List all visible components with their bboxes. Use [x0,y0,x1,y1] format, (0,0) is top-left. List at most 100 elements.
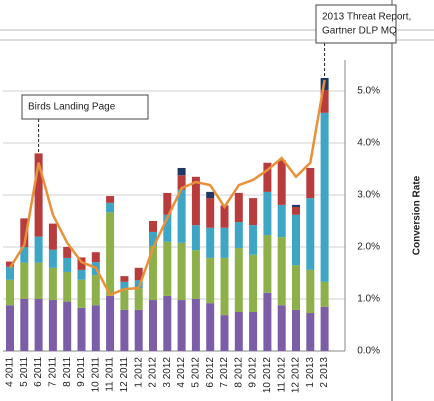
bar-segment [277,204,286,238]
x-tick-label: 5 2012 [191,357,202,388]
bar-segment [120,281,129,291]
x-tick-label: 12 2011 [119,357,130,393]
bar-segment [20,299,29,351]
x-tick-label: 10 2012 [262,357,273,394]
bar-segment [149,231,157,246]
bar-segment [191,176,200,226]
x-tick-label: 10 2011 [90,357,101,393]
bar-segment [91,275,100,306]
bar-segment [249,225,258,255]
bar-segment [220,227,229,258]
bar-segment [91,305,100,351]
bar-segment [320,306,329,351]
bar-segment [263,235,272,293]
x-tick-label: 4 2012 [176,357,187,388]
bar-segment [177,300,186,351]
x-tick-label: 1 2012 [133,357,144,388]
bar-segment [6,305,14,351]
bar-segment [306,198,315,270]
bar-segment [77,279,86,308]
x-tick-label: 9 2011 [76,357,87,387]
bar-segment [48,249,57,268]
bar-segment [106,212,115,296]
bar-segment [6,266,14,280]
bar-segment [149,245,157,301]
bar-segment [63,301,72,351]
y-tick-label: 4.0% [357,138,380,149]
bar-segment [77,257,86,270]
bar-segment [292,204,300,207]
annotation-box [315,4,397,44]
bar-segment [292,309,300,351]
bar-segment [249,312,258,351]
bar-segment [306,313,315,351]
bar-segment [263,191,272,236]
bar-segment [48,223,57,250]
bar-segment [149,221,157,232]
bar-segment [6,261,14,267]
bar-segment [249,254,258,312]
bar-segment [177,189,186,243]
bar-segment [106,196,115,203]
x-tick-label: 8 2011 [62,357,73,387]
y-tick-label: 0.0% [357,346,380,357]
bar-segment [34,262,43,299]
bar-segment [191,299,200,351]
bar-segment [34,153,43,237]
bar-segment [163,214,172,242]
bar-segment [149,300,157,351]
bar-segment [20,262,29,299]
x-tick-label: 7 2011 [48,357,59,387]
x-tick-label: 9 2012 [248,357,259,388]
bar-segment [320,112,329,282]
x-tick-label: 2 2012 [148,357,159,388]
bar-segment [306,167,315,199]
y-tick-label: 2.0% [357,242,380,253]
bar-segment [220,205,229,228]
bar-segment [234,192,243,223]
bar-segment [77,307,86,351]
x-tick-label: 6 2012 [205,357,216,388]
bar-segment [163,192,172,215]
bar-segment [220,315,229,351]
x-tick-label: 2 2013 [319,357,330,388]
bar-segment [292,206,300,215]
y-axis-label: Conversion Rate [412,175,423,255]
bar-segment [206,198,215,228]
bar-segment [48,300,57,351]
bar-segment [134,280,143,289]
bar-segment [20,247,29,263]
bar-segment [134,309,143,351]
bar-segment [206,227,215,258]
bar-segment [191,225,200,251]
bar-segment [292,214,300,266]
bar-segment [120,309,129,351]
bar-segment [234,312,243,351]
y-tick-label: 3.0% [357,190,380,201]
x-tick-label: 4 2011 [5,357,16,387]
bar-segment [292,265,300,310]
bar-segment [249,198,258,226]
bar-segment [120,290,129,310]
x-tick-label: 5 2011 [19,357,30,387]
x-tick-label: 6 2011 [33,357,44,387]
bar-segment [63,247,72,258]
bar-segment [163,295,172,351]
bar-segment [120,276,129,282]
bar-segment [106,295,115,351]
bar-segment [277,237,286,306]
bar-segment [263,292,272,351]
annotation-text: Birds Landing Page [28,102,116,113]
bar-segment [48,267,57,301]
annotation-box [21,94,149,120]
bar-segment [306,269,315,314]
x-tick-label: 3 2012 [162,357,173,388]
bar-segment [320,89,329,113]
bar-segment [163,241,172,296]
bar-segment [20,218,29,247]
x-tick-label: 8 2012 [233,357,244,388]
y-tick-label: 5.0% [357,86,380,97]
bar-segment [134,267,143,281]
bar-segment [206,303,215,351]
